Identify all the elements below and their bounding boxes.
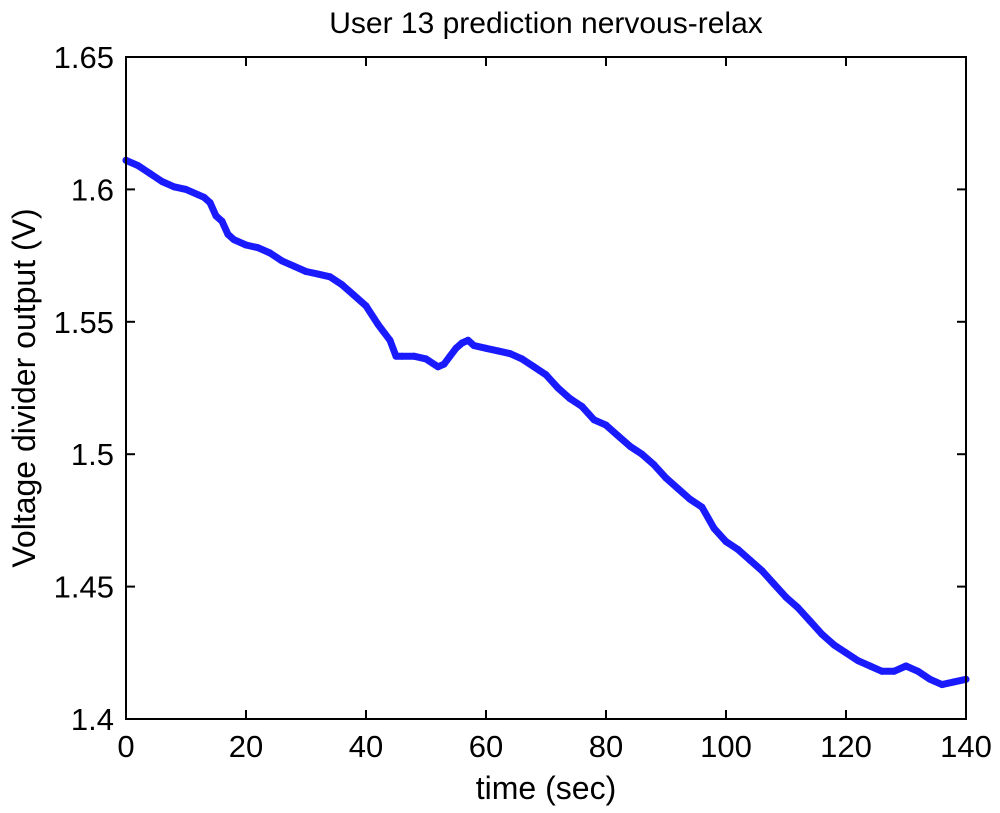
- data-point: [386, 336, 394, 344]
- data-point: [842, 649, 850, 657]
- chart-title: User 13 prediction nervous-relax: [329, 7, 763, 40]
- data-point: [758, 567, 766, 575]
- data-point: [566, 395, 574, 403]
- x-tick-label: 60: [469, 729, 503, 764]
- data-point: [578, 403, 586, 410]
- data-point: [926, 675, 934, 683]
- y-tick-label: 1.4: [71, 702, 114, 737]
- data-point: [722, 538, 730, 546]
- data-point: [554, 384, 562, 392]
- data-point: [494, 347, 502, 355]
- data-point: [902, 662, 910, 670]
- data-point: [446, 352, 454, 360]
- data-point: [212, 212, 220, 220]
- data-point: [224, 230, 232, 238]
- data-point: [506, 350, 514, 358]
- data-point: [770, 580, 778, 588]
- x-tick-label: 100: [700, 729, 752, 764]
- data-point: [278, 257, 286, 265]
- x-tick-label: 120: [820, 729, 872, 764]
- data-point: [134, 162, 142, 170]
- x-tick-label: 140: [940, 729, 992, 764]
- y-tick-label: 1.65: [54, 40, 114, 75]
- data-point: [242, 241, 250, 249]
- data-point: [440, 360, 448, 368]
- x-axis-label: time (sec): [476, 770, 616, 806]
- data-point: [182, 185, 190, 193]
- data-point: [806, 617, 814, 625]
- data-point: [614, 432, 622, 440]
- x-tick-label: 0: [117, 729, 134, 764]
- data-point: [170, 183, 178, 191]
- data-point: [830, 641, 838, 649]
- data-point: [392, 352, 400, 360]
- y-axis-label: Voltage divider output (V): [6, 208, 42, 567]
- data-point: [470, 342, 478, 350]
- x-tick-label: 40: [349, 729, 383, 764]
- data-point: [458, 339, 466, 347]
- data-point: [818, 630, 826, 638]
- data-point: [674, 485, 682, 493]
- data-point: [206, 199, 214, 207]
- y-axis: 1.4 1.45 1.5 1.55 1.6 1.65: [54, 40, 966, 737]
- data-point: [710, 524, 718, 532]
- plot-area: [126, 57, 966, 719]
- data-point: [542, 371, 550, 379]
- data-point: [290, 262, 298, 270]
- data-point: [410, 352, 418, 360]
- data-point: [518, 355, 526, 363]
- data-point: [590, 416, 598, 424]
- data-point: [686, 495, 694, 503]
- data-point: [626, 442, 634, 450]
- data-point: [734, 546, 742, 553]
- x-axis: 0 20 40 60 80 100 120 140: [117, 57, 992, 764]
- data-point: [938, 681, 946, 689]
- data-point: [326, 273, 334, 281]
- x-tick-label: 20: [229, 729, 263, 764]
- data-point: [350, 291, 358, 299]
- x-tick-label: 80: [589, 729, 623, 764]
- data-point: [914, 667, 922, 675]
- data-point: [602, 421, 610, 429]
- data-point: [338, 281, 346, 289]
- data-point: [194, 191, 202, 199]
- data-point: [662, 474, 670, 482]
- y-tick-label: 1.5: [71, 437, 114, 472]
- y-tick-label: 1.55: [54, 305, 114, 340]
- data-point: [890, 667, 898, 675]
- series-layer: [122, 156, 970, 689]
- data-point: [266, 249, 274, 257]
- data-point: [452, 344, 460, 352]
- data-point: [362, 302, 370, 310]
- data-point: [464, 336, 472, 344]
- data-point: [422, 355, 430, 363]
- data-point: [230, 236, 238, 244]
- data-point: [878, 667, 886, 675]
- plot-frame: [125, 56, 967, 720]
- data-point: [218, 217, 226, 225]
- data-point: [434, 363, 442, 371]
- data-point: [530, 363, 538, 371]
- data-point: [200, 193, 208, 201]
- data-point: [638, 450, 646, 458]
- data-point: [482, 344, 490, 352]
- data-point: [158, 178, 166, 185]
- data-point: [650, 461, 658, 469]
- data-point: [146, 170, 154, 177]
- data-point: [782, 593, 790, 601]
- data-point: [302, 268, 310, 275]
- data-point: [254, 244, 262, 252]
- data-point: [950, 678, 958, 686]
- data-point: [794, 604, 802, 612]
- y-tick-label: 1.6: [71, 172, 114, 207]
- data-point: [854, 657, 862, 665]
- data-point: [866, 662, 874, 670]
- data-point: [314, 270, 322, 278]
- y-tick-label: 1.45: [54, 570, 114, 605]
- data-point: [374, 320, 382, 328]
- data-point: [746, 556, 754, 564]
- data-point: [698, 503, 706, 511]
- data-point: [398, 352, 406, 360]
